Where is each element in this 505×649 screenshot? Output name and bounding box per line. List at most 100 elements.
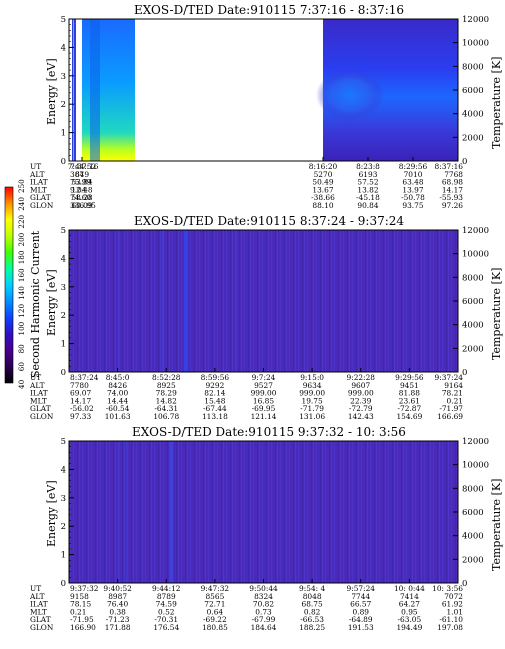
panel-3-ytick-right-label: 6000 — [462, 508, 484, 518]
panel-3-ytick-label: 5 — [61, 437, 66, 447]
colorbar-tick-label: 180 — [17, 250, 26, 264]
panel-1-data-band-hot-core — [90, 19, 100, 161]
orbit-cell-ilat: 74.00 — [107, 389, 128, 398]
panel-1-data-band-hot — [82, 19, 135, 161]
panel-3-ytick-label: 2 — [61, 522, 66, 532]
orbit-cell-ilat: 70.82 — [253, 600, 274, 609]
orbit-cell-ut: 9:15:0 — [300, 373, 324, 382]
orbit-cell-mlt: 14.17 — [442, 185, 463, 194]
orbit-cell-alt: 8565 — [205, 592, 224, 601]
colorbar-tick-label: 80 — [17, 344, 26, 354]
orbit-cell-glat: -71.23 — [106, 615, 130, 624]
panel-2-ylabel-right: Temperature [K] — [490, 268, 503, 360]
orbit-row-label: UT — [30, 162, 41, 171]
orbit-row-label: ILAT — [30, 389, 48, 398]
panel-2-ytick-right-label: 8000 — [462, 273, 484, 283]
orbit-cell-ut: 9:29:56 — [395, 373, 424, 382]
orbit-cell-ut: 8:23:8 — [356, 162, 380, 171]
panel-2-ytick-label: 2 — [61, 311, 66, 321]
orbit-cell-mlt: 0.95 — [401, 607, 418, 616]
orbit-cell-alt: 9158 — [70, 592, 89, 601]
orbit-cell-mlt: 22.39 — [350, 396, 371, 405]
orbit-cell-glat: 58.28 — [71, 193, 92, 202]
panel-2-data-streak — [162, 230, 164, 372]
orbit-cell-mlt: 0.64 — [207, 607, 224, 616]
orbit-cell-ilat: 69.07 — [70, 389, 91, 398]
orbit-cell-mlt: 15.48 — [204, 396, 225, 405]
orbit-cell-glat: -69.22 — [203, 615, 227, 624]
orbit-cell-glat: -71.97 — [439, 404, 463, 413]
panel-1-spectrogram — [69, 19, 458, 161]
panel-2-ytick-right-label: 10000 — [462, 250, 489, 260]
orbit-cell-ut: 8:37:16 — [435, 162, 464, 171]
orbit-cell-glat: -64.89 — [349, 615, 373, 624]
orbit-row-label: GLAT — [30, 193, 51, 202]
orbit-row-label: GLON — [30, 201, 54, 210]
panel-1-ytick-right-label: 0 — [462, 157, 467, 167]
orbit-cell-ut: 9:57:24 — [347, 584, 376, 593]
colorbar-tick-label: 250 — [17, 179, 26, 193]
panel-3-data-streak — [170, 441, 173, 583]
colorbar-tick-label: 200 — [17, 232, 26, 246]
orbit-row-label: GLON — [30, 623, 54, 632]
colorbar-tick-label: 140 — [17, 286, 26, 300]
orbit-cell-ilat: 64.27 — [399, 600, 420, 609]
orbit-cell-ilat: 66.57 — [350, 600, 371, 609]
orbit-cell-glat: -72.87 — [398, 404, 422, 413]
panel-3-data-streak — [126, 441, 127, 583]
panel-2-ytick-right-label: 6000 — [462, 297, 484, 307]
colorbar-tick-label: 240 — [17, 197, 26, 211]
orbit-cell-ilat: 68.98 — [442, 178, 463, 187]
panel-3-spectrogram — [69, 441, 458, 583]
orbit-cell-ilat: 63.48 — [402, 178, 423, 187]
panel-1-ytick-label: 4 — [61, 43, 66, 53]
orbit-cell-mlt: 19.75 — [302, 396, 323, 405]
orbit-row-label: ALT — [29, 381, 45, 390]
colorbar-tick-label: 220 — [17, 214, 26, 228]
orbit-cell-glon: 90.84 — [357, 201, 378, 210]
orbit-cell-ilat: 74.59 — [156, 600, 177, 609]
panel-2-ytick-label: 5 — [61, 226, 66, 236]
orbit-cell-mlt: 13.97 — [402, 185, 423, 194]
orbit-cell-ut: 9:22:28 — [347, 373, 376, 382]
orbit-cell-glat: -70.31 — [154, 615, 178, 624]
orbit-cell-mlt: 13.67 — [312, 185, 333, 194]
panel-1-ytick-label: 5 — [61, 15, 66, 25]
orbit-cell-alt: 8048 — [303, 592, 322, 601]
orbit-cell-mlt: 0.73 — [255, 607, 272, 616]
orbit-cell-ut: 7:44:52 — [68, 162, 97, 171]
panel-1-ytick-right-label: 4000 — [462, 110, 484, 120]
orbit-cell-ilat: 78.29 — [156, 389, 177, 398]
orbit-cell-glon: 171.88 — [105, 623, 131, 632]
orbit-cell-ut: 8:29:56 — [399, 162, 428, 171]
orbit-cell-alt: 8324 — [254, 592, 273, 601]
orbit-cell-glon: 197.08 — [437, 623, 463, 632]
orbit-cell-ilat: 82.14 — [204, 389, 225, 398]
orbit-cell-mlt: 12.48 — [71, 185, 92, 194]
panel-3-ytick-right-label: 12000 — [462, 437, 489, 447]
orbit-row-label: UT — [30, 584, 41, 593]
colorbar-label: Second Harmonic Current — [29, 230, 42, 378]
colorbar: 40 60 80 100 120 140 160 180 200 220 240 250 Second… — [4, 179, 42, 389]
orbit-cell-glon: 131.06 — [299, 412, 325, 421]
orbit-cell-glon: 113.18 — [202, 412, 228, 421]
orbit-cell-mlt: 1.01 — [447, 607, 463, 616]
orbit-cell-glon: 194.49 — [396, 623, 422, 632]
panel-2-ytick-label: 3 — [61, 283, 66, 293]
orbit-cell-alt: 9607 — [351, 381, 370, 390]
colorbar-tick-label: 60 — [17, 362, 26, 372]
panel-2-data-streak — [118, 230, 120, 372]
colorbar-tick-label: 100 — [17, 321, 26, 335]
colorbar-tick-label: 40 — [17, 379, 26, 389]
orbit-cell-glon: 166.69 — [437, 412, 463, 421]
orbit-cell-ilat: 999.00 — [251, 389, 277, 398]
panel-1-title: EXOS-D/TED Date:910115 7:37:16 - 8:37:16 — [134, 3, 404, 17]
orbit-cell-alt: 8789 — [157, 592, 176, 601]
orbit-cell-ut: 8:16:20 — [309, 162, 338, 171]
orbit-cell-mlt: 0.52 — [158, 607, 174, 616]
orbit-cell-ilat: 61.92 — [442, 600, 463, 609]
orbit-cell-glon: 60.09 — [71, 201, 92, 210]
panel-3-ytick-label: 0 — [61, 579, 66, 589]
orbit-row-label: GLAT — [30, 615, 51, 624]
orbit-row-label: GLAT — [30, 404, 51, 413]
